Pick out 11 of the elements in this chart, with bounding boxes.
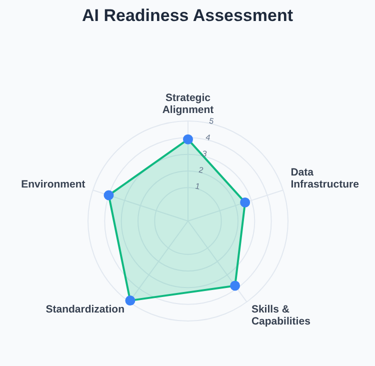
y-tick-label: 5 [208, 116, 216, 126]
spoke-label: Environment [21, 178, 86, 191]
y-tick-label: 3 [201, 148, 208, 159]
spoke-label: Standardization [46, 303, 125, 316]
y-tick-label: 1 [194, 182, 202, 192]
y-tick-label: 2 [198, 165, 205, 176]
spoke-label: Strategic Alignment [162, 92, 214, 116]
chart-title: AI Readiness Assessment [80, 5, 294, 27]
spoke-label: Data Infrastructure [290, 166, 360, 191]
y-tick-label: 4 [204, 132, 212, 142]
spoke-label: Skills & Capabilities [251, 303, 311, 328]
